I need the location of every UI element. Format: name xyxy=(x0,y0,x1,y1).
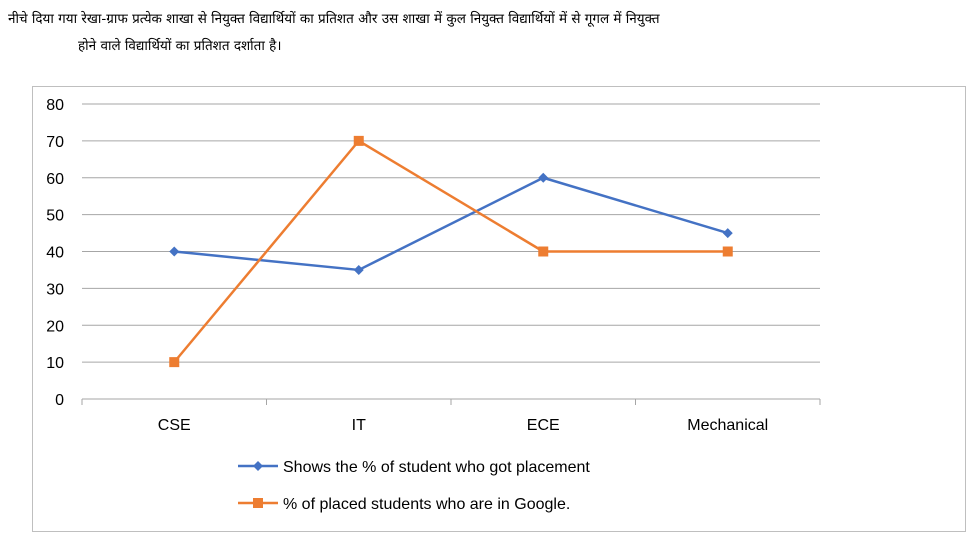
y-tick-label: 20 xyxy=(46,318,64,335)
series-line-2 xyxy=(173,139,728,363)
legend-label-2: % of placed students who are in Google. xyxy=(283,496,570,513)
y-tick-label: 30 xyxy=(46,281,64,298)
data-point-placement xyxy=(722,228,733,239)
y-tick-label: 0 xyxy=(55,392,64,409)
y-tick-label: 50 xyxy=(46,208,64,225)
data-point-placement xyxy=(353,264,364,275)
data-point-placement xyxy=(538,172,549,183)
legend-label-1: Shows the % of student who got placement xyxy=(283,459,590,476)
x-tick-label: CSE xyxy=(158,417,191,434)
question-line-2: होने वाले विद्यार्थियों का प्रतिशत दर्शा… xyxy=(78,38,282,54)
y-tick-label: 10 xyxy=(46,355,64,372)
question-line-1: नीचे दिया गया रेखा-ग्राफ प्रत्येक शाखा स… xyxy=(8,11,660,27)
data-point-google xyxy=(538,246,549,257)
data-point-google xyxy=(722,246,733,257)
x-tick-label: IT xyxy=(352,417,366,434)
data-point-placement xyxy=(169,246,180,257)
x-tick-label: Mechanical xyxy=(687,417,768,434)
data-point-google xyxy=(353,135,364,146)
y-tick-label: 70 xyxy=(46,134,64,151)
x-tick-label: ECE xyxy=(527,417,560,434)
question-text: नीचे दिया गया रेखा-ग्राफ प्रत्येक शाखा स… xyxy=(8,6,968,60)
legend-marker-square xyxy=(253,498,263,508)
y-tick-label: 80 xyxy=(46,97,64,114)
data-point-google xyxy=(169,357,180,368)
chart-frame xyxy=(32,86,966,532)
series-line-1 xyxy=(174,176,729,272)
y-tick-label: 40 xyxy=(46,245,64,262)
legend-marker-diamond xyxy=(253,461,263,471)
y-tick-label: 60 xyxy=(46,171,64,188)
